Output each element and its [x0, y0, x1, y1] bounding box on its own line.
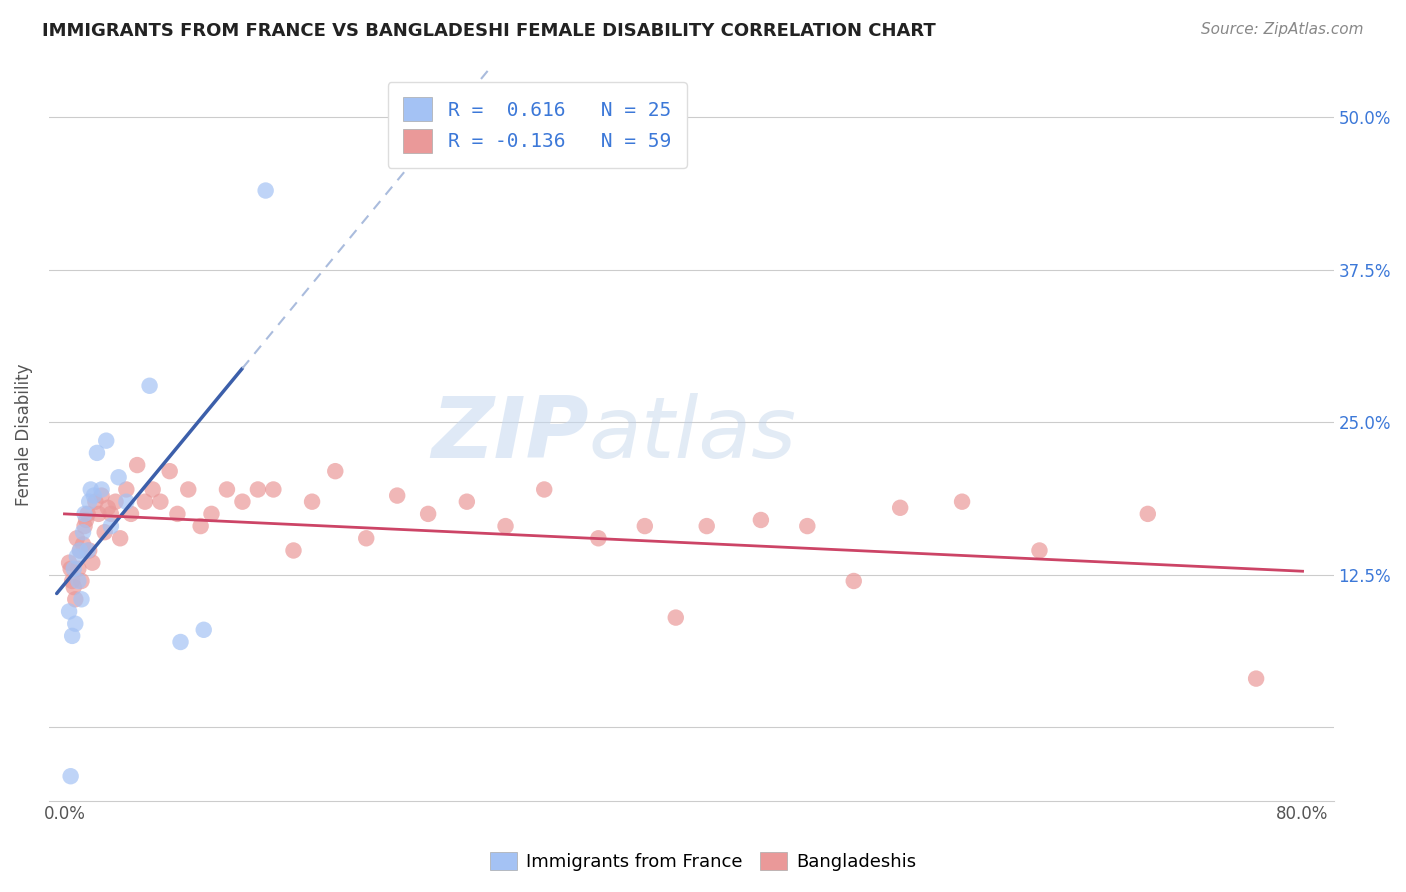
Point — [96, 434, 118, 448]
Point — [456, 494, 478, 508]
Point — [889, 500, 911, 515]
Point — [120, 507, 142, 521]
Point — [190, 519, 212, 533]
Legend: Immigrants from France, Bangladeshis: Immigrants from France, Bangladeshis — [482, 845, 924, 879]
Point — [77, 494, 100, 508]
Point — [169, 635, 191, 649]
Point — [62, 562, 84, 576]
Point — [84, 494, 107, 508]
Point — [495, 519, 517, 533]
Point — [215, 483, 238, 497]
Point — [115, 494, 138, 508]
Point — [1244, 672, 1267, 686]
Point — [301, 494, 323, 508]
Point — [283, 543, 305, 558]
Point — [60, 574, 83, 588]
Point — [138, 378, 160, 392]
Text: ZIP: ZIP — [430, 393, 589, 476]
Point — [254, 184, 277, 198]
Point — [65, 592, 87, 607]
Point — [90, 483, 112, 497]
Point — [67, 574, 90, 588]
Text: Source: ZipAtlas.com: Source: ZipAtlas.com — [1201, 22, 1364, 37]
Point — [231, 494, 253, 508]
Point — [104, 494, 127, 508]
Point — [159, 464, 181, 478]
Point — [166, 507, 188, 521]
Text: atlas: atlas — [589, 393, 796, 476]
Y-axis label: Female Disability: Female Disability — [15, 363, 32, 506]
Point — [70, 574, 93, 588]
Point — [246, 483, 269, 497]
Point — [72, 537, 94, 551]
Point — [66, 549, 89, 564]
Point — [533, 483, 555, 497]
Point — [87, 507, 110, 521]
Point — [149, 494, 172, 508]
Point — [73, 519, 96, 533]
Point — [66, 531, 89, 545]
Point — [127, 458, 149, 472]
Point — [134, 494, 156, 508]
Point — [70, 592, 93, 607]
Point — [72, 525, 94, 540]
Point — [200, 507, 222, 521]
Point — [588, 531, 610, 545]
Point — [100, 507, 122, 521]
Point — [842, 574, 865, 588]
Point — [59, 562, 82, 576]
Point — [83, 489, 105, 503]
Point — [262, 483, 284, 497]
Point — [354, 531, 377, 545]
Point — [193, 623, 215, 637]
Point — [93, 525, 115, 540]
Point — [950, 494, 973, 508]
Point — [115, 483, 138, 497]
Point — [76, 543, 98, 558]
Point — [385, 489, 408, 503]
Point — [418, 507, 440, 521]
Point — [69, 543, 91, 558]
Point — [634, 519, 657, 533]
Point — [86, 446, 108, 460]
Point — [177, 483, 200, 497]
Point — [69, 543, 91, 558]
Point — [90, 489, 112, 503]
Point — [107, 470, 129, 484]
Point — [73, 507, 96, 521]
Point — [62, 580, 84, 594]
Point — [60, 629, 83, 643]
Text: IMMIGRANTS FROM FRANCE VS BANGLADESHI FEMALE DISABILITY CORRELATION CHART: IMMIGRANTS FROM FRANCE VS BANGLADESHI FE… — [42, 22, 936, 40]
Point — [58, 605, 80, 619]
Point — [65, 616, 87, 631]
Point — [67, 562, 90, 576]
Point — [696, 519, 718, 533]
Point — [58, 556, 80, 570]
Point — [323, 464, 346, 478]
Point — [796, 519, 818, 533]
Point — [80, 483, 103, 497]
Point — [665, 610, 688, 624]
Point — [97, 500, 120, 515]
Point — [142, 483, 165, 497]
Point — [82, 556, 104, 570]
Point — [59, 769, 82, 783]
Point — [75, 513, 97, 527]
Point — [76, 507, 98, 521]
Point — [100, 519, 122, 533]
Point — [77, 543, 100, 558]
Legend: R =  0.616   N = 25, R = -0.136   N = 59: R = 0.616 N = 25, R = -0.136 N = 59 — [388, 82, 686, 169]
Point — [108, 531, 131, 545]
Point — [1136, 507, 1159, 521]
Point — [749, 513, 772, 527]
Point — [1028, 543, 1050, 558]
